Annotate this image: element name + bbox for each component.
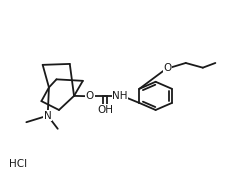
Text: N: N [44,111,51,121]
Text: HCl: HCl [9,158,27,169]
Text: NH: NH [112,91,127,101]
Text: O: O [86,91,94,101]
Text: O: O [163,63,171,73]
Text: OH: OH [96,105,112,115]
